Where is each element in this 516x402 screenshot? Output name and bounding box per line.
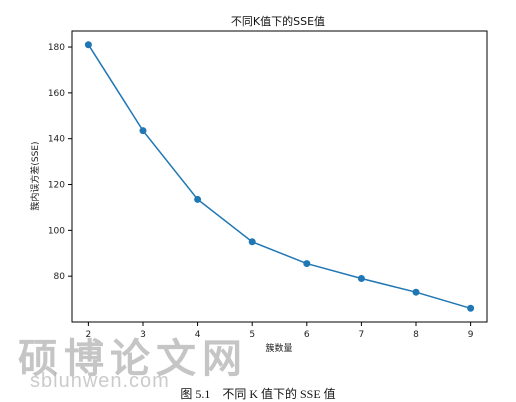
data-point [412,288,420,296]
y-tick-label: 100 [48,226,65,236]
x-tick-label: 9 [468,330,474,340]
data-point [303,260,311,268]
chart-title: 不同K值下的SSE值 [231,14,325,28]
watermark-logo-text: 硕博论文网 [18,335,248,382]
y-tick-label: 180 [48,43,65,53]
y-tick-label: 80 [54,272,66,282]
x-tick-label: 2 [86,330,92,340]
figure-caption: 图 5.1 不同 K 值下的 SSE 值 [180,387,336,401]
data-point [248,238,256,246]
data-point [194,195,202,203]
y-tick-label: 120 [48,181,65,191]
plot-area [71,30,488,323]
data-point [357,274,365,282]
data-point [139,127,147,135]
x-tick-label: 5 [249,330,255,340]
x-tick-label: 3 [140,330,146,340]
x-tick-label: 4 [195,330,201,340]
data-point [467,304,475,312]
x-tick-label: 8 [413,330,419,340]
y-tick-label: 140 [48,135,65,145]
x-tick-label: 6 [304,330,310,340]
data-point [84,41,92,49]
y-axis-label: 簇内误方差(SSE) [29,141,41,210]
sse-series-line [87,44,471,310]
x-axis-label: 簇数量 [265,342,292,354]
watermark-url: sblunwen.com [30,370,170,392]
y-tick-label: 160 [48,89,65,99]
x-tick-label: 7 [359,330,365,340]
